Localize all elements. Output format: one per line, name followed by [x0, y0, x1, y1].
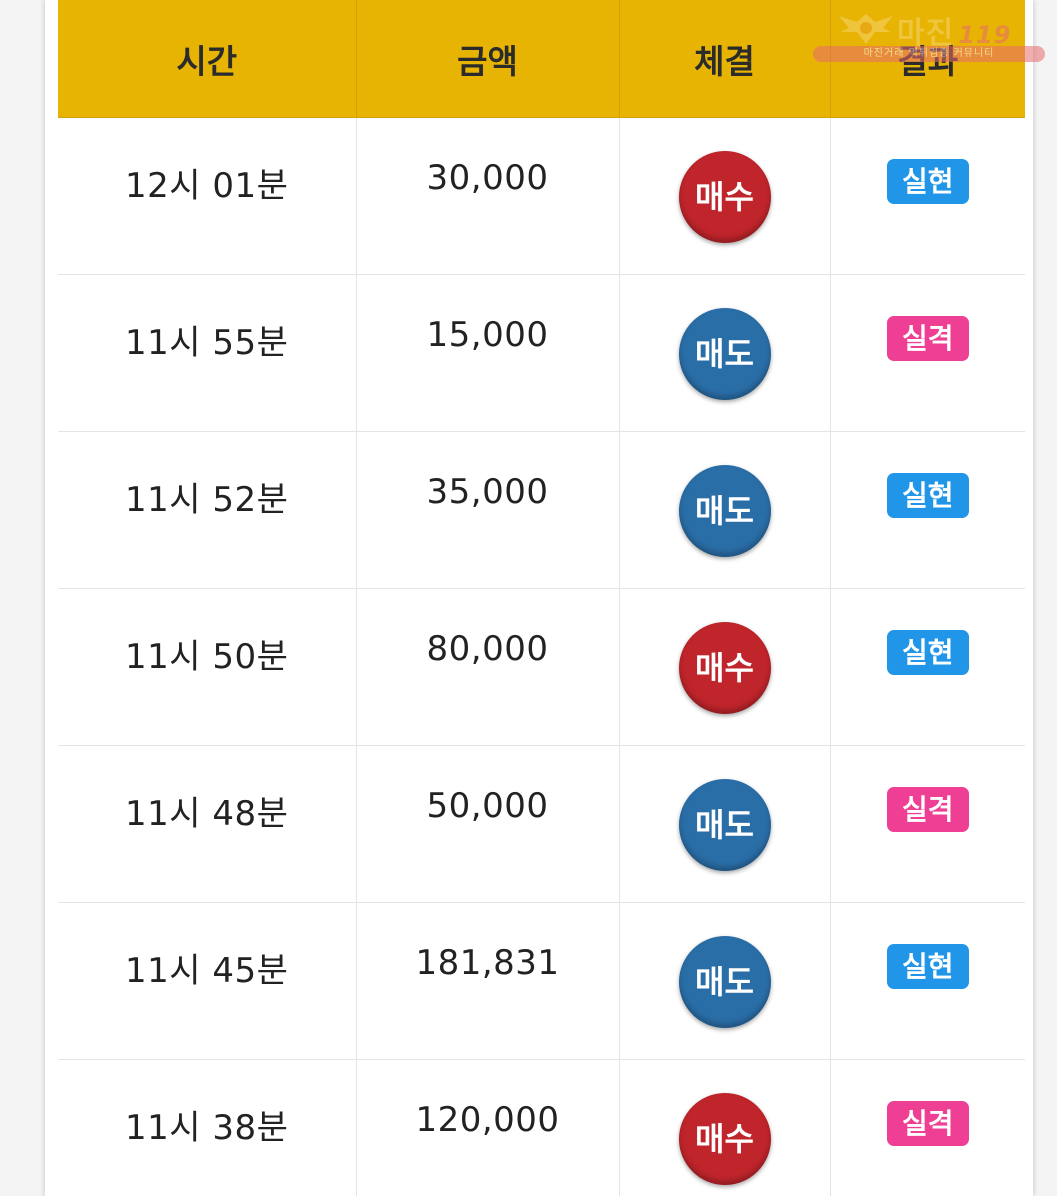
amount-text: 30,000 [426, 158, 549, 198]
cell-execution: 매수 [619, 117, 831, 275]
cell-amount: 50,000 [356, 745, 620, 903]
amount-text: 35,000 [426, 472, 549, 512]
cell-result: 실현 [830, 117, 1025, 275]
result-realized-badge: 실현 [886, 944, 969, 989]
buy-badge: 매수 [678, 151, 771, 243]
table-row: 11시 55분 15,000 매도 실격 [58, 274, 1025, 432]
cell-execution: 매수 [619, 588, 831, 746]
result-realized-badge: 실현 [886, 630, 969, 675]
buy-badge: 매수 [678, 622, 771, 714]
cell-execution: 매도 [619, 431, 831, 589]
cell-amount: 181,831 [356, 902, 620, 1060]
cell-time: 11시 52분 [58, 431, 357, 589]
time-text: 12시 01분 [125, 166, 289, 206]
time-text: 11시 50분 [125, 637, 289, 677]
cell-time: 11시 55분 [58, 274, 357, 432]
header-result: 결과 [830, 0, 1025, 118]
cell-execution: 매수 [619, 1059, 831, 1196]
amount-text: 15,000 [426, 315, 549, 355]
time-text: 11시 48분 [125, 794, 289, 834]
sell-badge: 매도 [678, 936, 771, 1028]
table-row: 11시 45분 181,831 매도 실현 [58, 902, 1025, 1060]
cell-time: 11시 50분 [58, 588, 357, 746]
table-row: 11시 52분 35,000 매도 실현 [58, 431, 1025, 589]
trade-history-table: 시간 금액 체결 결과 12시 01분 30,000 매수 실현 11시 55분 15,0… [58, 0, 1025, 1196]
buy-badge: 매수 [678, 1093, 771, 1185]
amount-text: 181,831 [415, 943, 560, 983]
cell-result: 실격 [830, 745, 1025, 903]
table-row: 11시 38분 120,000 매수 실격 [58, 1059, 1025, 1196]
header-execution: 체결 [619, 0, 831, 118]
cell-execution: 매도 [619, 902, 831, 1060]
amount-text: 120,000 [415, 1100, 560, 1140]
table-row: 11시 50분 80,000 매수 실현 [58, 588, 1025, 746]
result-failed-badge: 실격 [886, 1101, 969, 1146]
cell-execution: 매도 [619, 274, 831, 432]
cell-amount: 35,000 [356, 431, 620, 589]
time-text: 11시 38분 [125, 1108, 289, 1148]
cell-amount: 15,000 [356, 274, 620, 432]
table-header-row: 시간 금액 체결 결과 [58, 0, 1025, 118]
cell-result: 실격 [830, 1059, 1025, 1196]
cell-amount: 30,000 [356, 117, 620, 275]
result-realized-badge: 실현 [886, 159, 969, 204]
cell-result: 실현 [830, 902, 1025, 1060]
cell-result: 실격 [830, 274, 1025, 432]
cell-amount: 120,000 [356, 1059, 620, 1196]
cell-execution: 매도 [619, 745, 831, 903]
time-text: 11시 55분 [125, 323, 289, 363]
sell-badge: 매도 [678, 779, 771, 871]
cell-time: 11시 45분 [58, 902, 357, 1060]
sell-badge: 매도 [678, 308, 771, 400]
table-row: 11시 48분 50,000 매도 실격 [58, 745, 1025, 903]
time-text: 11시 45분 [125, 951, 289, 991]
cell-amount: 80,000 [356, 588, 620, 746]
result-realized-badge: 실현 [886, 473, 969, 518]
table-row: 12시 01분 30,000 매수 실현 [58, 117, 1025, 275]
amount-text: 50,000 [426, 786, 549, 826]
amount-text: 80,000 [426, 629, 549, 669]
cell-result: 실현 [830, 588, 1025, 746]
sell-badge: 매도 [678, 465, 771, 557]
cell-result: 실현 [830, 431, 1025, 589]
header-time: 시간 [58, 0, 357, 118]
cell-time: 12시 01분 [58, 117, 357, 275]
trade-history-card: 시간 금액 체결 결과 12시 01분 30,000 매수 실현 11시 55분 15,0… [45, 0, 1033, 1196]
result-failed-badge: 실격 [886, 787, 969, 832]
cell-time: 11시 38분 [58, 1059, 357, 1196]
cell-time: 11시 48분 [58, 745, 357, 903]
header-amount: 금액 [356, 0, 620, 118]
time-text: 11시 52분 [125, 480, 289, 520]
result-failed-badge: 실격 [886, 316, 969, 361]
